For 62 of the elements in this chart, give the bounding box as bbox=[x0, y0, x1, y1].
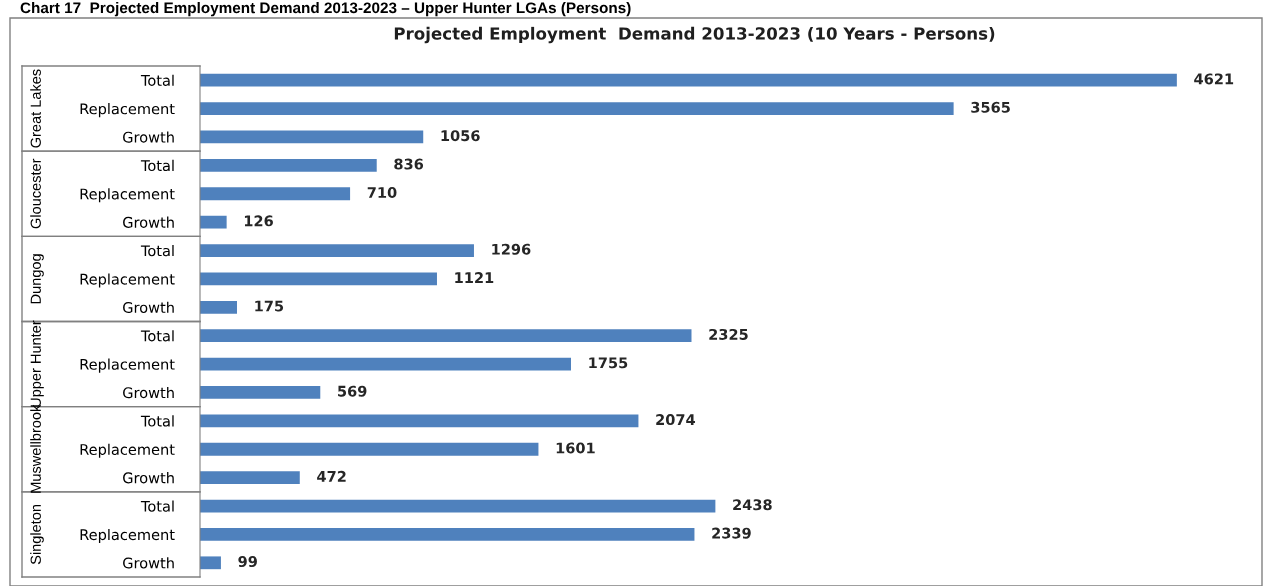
text: Muswellbrook bbox=[30, 404, 41, 493]
y-tick-label: Growth bbox=[123, 301, 174, 314]
data-label: 4621 bbox=[1194, 73, 1234, 85]
bar bbox=[200, 528, 695, 541]
bar bbox=[200, 130, 424, 144]
y-tick-label: Replacement bbox=[80, 528, 175, 543]
data-label: 472 bbox=[317, 470, 346, 482]
data-label: 2325 bbox=[709, 328, 748, 340]
data-label: 126 bbox=[244, 215, 273, 227]
bar bbox=[200, 73, 1177, 87]
bar bbox=[200, 499, 716, 513]
caption: Chart 17 Projected Employment Demand 2013-2023 – Upper Hunter LGAs (Persons) bbox=[20, 2, 631, 17]
data-label: 569 bbox=[338, 385, 367, 397]
bar bbox=[200, 386, 321, 399]
data-label: 1755 bbox=[589, 357, 628, 369]
y-tick-label: Growth bbox=[123, 131, 174, 143]
y-tick-label: Total bbox=[140, 500, 174, 512]
text: Great Lakes bbox=[30, 69, 41, 148]
data-label: 1121 bbox=[455, 272, 494, 283]
bar bbox=[200, 357, 571, 371]
data-label: 2074 bbox=[656, 414, 696, 426]
data-label: 1601 bbox=[556, 442, 595, 454]
bar bbox=[200, 215, 227, 229]
chart-title: Projected Employment Demand 2013-2023 (10 Years - Persons) bbox=[394, 26, 995, 44]
text: Singleton bbox=[30, 504, 44, 565]
bar bbox=[200, 102, 954, 115]
bar bbox=[200, 272, 437, 286]
data-label: 2438 bbox=[733, 499, 772, 511]
y-tick-label: Total bbox=[140, 415, 174, 427]
data-label: 1296 bbox=[492, 243, 531, 255]
bar bbox=[200, 471, 300, 485]
data-label: 710 bbox=[367, 186, 397, 198]
text: Dungog bbox=[30, 254, 44, 304]
text: Upper Hunter bbox=[30, 320, 44, 407]
data-label: 99 bbox=[238, 556, 257, 568]
bar bbox=[200, 414, 639, 428]
y-tick-label: Growth bbox=[123, 472, 174, 484]
y-tick-label: Total bbox=[140, 330, 174, 342]
bar bbox=[200, 187, 351, 201]
data-label: 175 bbox=[255, 300, 284, 312]
data-label: 3565 bbox=[971, 101, 1010, 113]
y-tick-label: Total bbox=[140, 244, 174, 257]
y-tick-label: Total bbox=[140, 74, 174, 86]
bar bbox=[200, 556, 221, 570]
y-tick-label: Total bbox=[140, 159, 174, 172]
bar bbox=[200, 158, 377, 172]
y-tick-label: Growth bbox=[123, 216, 174, 228]
y-tick-label: Growth bbox=[123, 557, 174, 569]
data-label: 2339 bbox=[712, 527, 751, 539]
bar bbox=[200, 300, 237, 314]
bar bbox=[200, 244, 474, 257]
y-tick-label: Replacement bbox=[80, 273, 175, 288]
y-tick-label: Replacement bbox=[80, 188, 175, 203]
y-tick-label: Replacement bbox=[80, 443, 175, 458]
y-tick-label: Replacement bbox=[80, 103, 175, 118]
bar bbox=[200, 329, 692, 343]
y-tick-label: Replacement bbox=[80, 358, 175, 373]
data-label: 836 bbox=[394, 158, 424, 170]
y-tick-label: Growth bbox=[123, 386, 174, 399]
data-label: 1056 bbox=[441, 130, 480, 142]
text: Gloucester bbox=[30, 158, 41, 229]
bar bbox=[200, 442, 539, 456]
